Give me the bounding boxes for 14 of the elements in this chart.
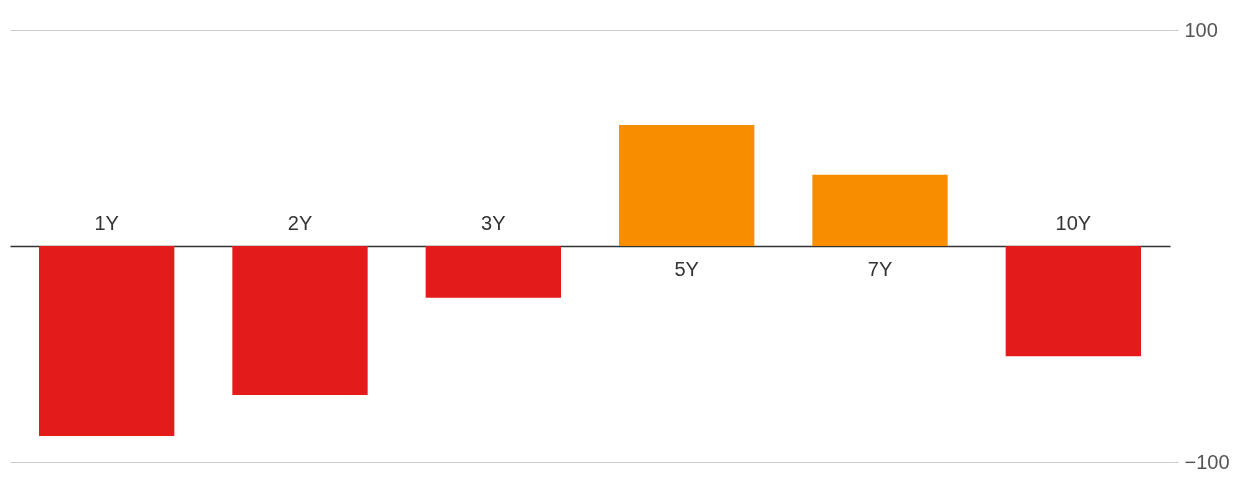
x-tick-label: 1Y: [94, 212, 119, 234]
y-tick-label: 100: [1184, 18, 1218, 41]
bar: [39, 246, 175, 437]
x-tick-label: 2Y: [287, 212, 313, 234]
x-tick-label: 3Y: [481, 212, 506, 234]
x-tick-label: 10Y: [1055, 212, 1092, 234]
y-tick-label: −100: [1184, 450, 1230, 473]
x-tick-label: 7Y: [867, 258, 893, 280]
bar: [812, 174, 948, 246]
bar: [619, 125, 755, 246]
x-tick-label: 5Y: [674, 258, 699, 280]
bar: [232, 246, 368, 396]
bar: [425, 246, 561, 298]
bar: [1005, 246, 1141, 357]
